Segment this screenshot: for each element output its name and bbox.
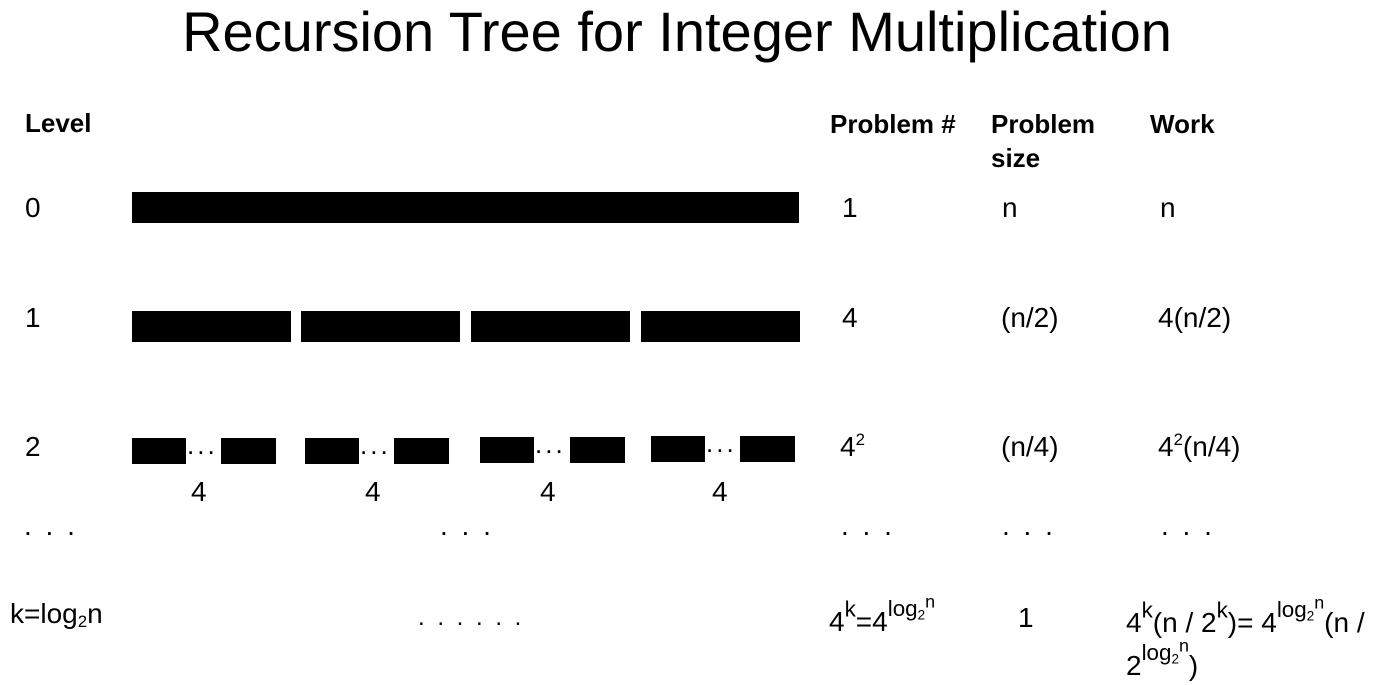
level-2-bar — [740, 436, 795, 462]
level-0-bar — [132, 192, 799, 223]
level-2-bar — [132, 438, 186, 464]
header-level: Level — [25, 108, 92, 138]
level-k-work-line2: 2log2n) — [1126, 636, 1199, 682]
level-k-problem-count: 4k=4log2n — [829, 592, 936, 638]
level-2-bar — [221, 438, 276, 464]
diagram-title: Recursion Tree for Integer Multiplicatio… — [182, 0, 1172, 63]
level-1-bar — [301, 311, 460, 342]
ellipsis-problem-size: . . . — [1002, 510, 1056, 541]
level-2-bar — [651, 436, 705, 462]
level-1-bar — [132, 311, 291, 342]
level-1-bar — [641, 311, 800, 342]
level-0-problem-size: n — [1002, 192, 1018, 223]
level-0-label: 0 — [25, 192, 41, 223]
level-0-work: n — [1160, 192, 1176, 223]
level-2-group-dots: ... — [187, 430, 218, 460]
level-1-bar — [471, 311, 630, 342]
level-k-tree-dots: . . . . . . — [418, 604, 525, 631]
level-1-problem-count: 4 — [842, 302, 858, 333]
level-2-problem-size: (n/4) — [1001, 431, 1059, 462]
ellipsis-problem-count: . . . — [841, 510, 895, 541]
level-2-group-dots: ... — [706, 428, 737, 458]
level-k-label: k=log2n — [10, 598, 103, 632]
header-problem-size-line1: Problem — [991, 109, 1096, 139]
level-2-group-dots: ... — [360, 430, 391, 460]
level-2-label: 2 — [25, 431, 41, 462]
ellipsis-work: . . . — [1161, 510, 1215, 541]
level-2-group-count: 4 — [712, 476, 728, 507]
level-2-group-count: 4 — [365, 476, 381, 507]
level-2-problem-count: 42 — [840, 430, 865, 462]
level-2-group-count: 4 — [540, 476, 556, 507]
header-problem-count: Problem # — [830, 109, 956, 139]
level-1-work: 4(n/2) — [1158, 302, 1232, 333]
level-0-problem-count: 1 — [842, 192, 858, 223]
level-2-bar — [480, 437, 534, 463]
level-2-bar — [305, 438, 359, 464]
level-1-problem-size: (n/2) — [1001, 302, 1059, 333]
header-work: Work — [1150, 109, 1215, 139]
level-2-work: 42(n/4) — [1158, 430, 1241, 462]
level-2-bar — [394, 438, 449, 464]
level-1-label: 1 — [25, 302, 41, 333]
ellipsis-level: . . . — [24, 510, 78, 541]
ellipsis-tree: . . . — [440, 510, 494, 541]
header-problem-size-line2: size — [991, 143, 1041, 173]
level-2-group-count: 4 — [191, 476, 207, 507]
level-k-work-line1: 4k(n / 2k)= 4log2n(n / — [1126, 593, 1365, 639]
level-k-problem-size: 1 — [1018, 602, 1034, 633]
level-2-bar — [570, 437, 625, 463]
level-2-group-dots: ... — [535, 429, 566, 459]
